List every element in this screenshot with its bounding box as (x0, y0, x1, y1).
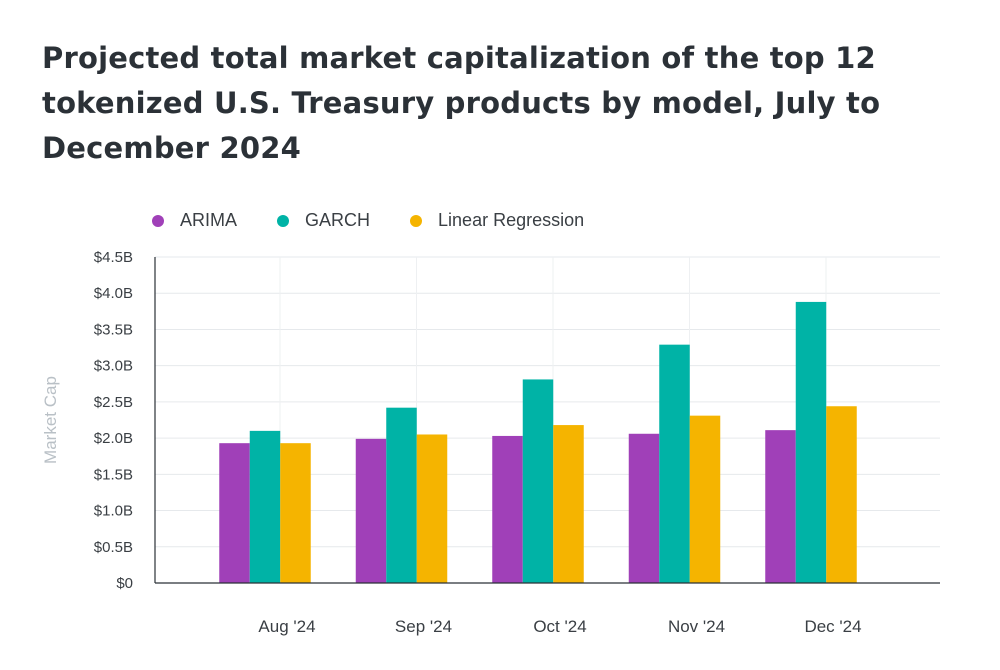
bar-layer (219, 301, 857, 583)
bar-arima[interactable] (628, 433, 660, 583)
y-tick-label: $2.5B (94, 394, 133, 411)
y-tick-label: $0.5B (94, 539, 133, 556)
y-tick-label: $4.5B (94, 249, 133, 266)
y-tick-label: $3.0B (94, 358, 133, 375)
bar-linear-regression[interactable] (826, 406, 857, 583)
legend-label-linear-regression: Linear Regression (438, 210, 585, 230)
bar-linear-regression[interactable] (553, 425, 584, 583)
bar-arima[interactable] (765, 430, 796, 583)
bar-garch[interactable] (249, 430, 281, 583)
y-tick-label: $1.5B (94, 466, 133, 483)
legend-label-garch: GARCH (305, 210, 371, 230)
legend-swatch-linear-regression (410, 214, 423, 227)
legend-label-arima: ARIMA (180, 210, 238, 230)
y-tick-label: $0 (116, 575, 133, 592)
y-tick-label: $1.0B (94, 503, 133, 520)
x-tick-label: Sep '24 (395, 617, 452, 636)
bar-linear-regression[interactable] (689, 415, 721, 583)
bar-linear-regression[interactable] (280, 443, 311, 583)
bar-arima[interactable] (492, 435, 523, 583)
y-tick-label: $3.5B (94, 321, 133, 338)
axis-layer: $0 $0.5B $1.0B $1.5B $2.0B $2.5B $3.0B $3.5B $4.… (94, 249, 940, 636)
legend-swatch-arima (152, 214, 164, 227)
y-axis-title: Market Cap (41, 376, 60, 464)
bar-garch[interactable] (386, 407, 417, 583)
legend-item-garch[interactable]: GARCH (277, 210, 370, 231)
x-tick-label: Nov '24 (668, 617, 725, 636)
legend-item-linear-regression[interactable]: Linear Regression (410, 210, 584, 231)
chart-title: Projected total market capitalization of… (42, 41, 881, 165)
bar-garch[interactable] (659, 344, 690, 583)
x-tick-label: Dec '24 (804, 617, 861, 636)
bar-arima[interactable] (219, 443, 250, 583)
bar-garch[interactable] (795, 301, 827, 583)
x-tick-label: Oct '24 (533, 617, 586, 636)
legend-item-arima[interactable]: ARIMA (152, 210, 237, 231)
y-tick-label: $4.0B (94, 285, 133, 302)
bar-linear-regression[interactable] (416, 434, 448, 583)
chart-legend: ARIMA GARCH Linear Regression (152, 210, 624, 231)
y-tick-label: $2.0B (94, 430, 133, 447)
bar-arima[interactable] (355, 438, 387, 583)
x-tick-label: Aug '24 (258, 617, 315, 636)
bar-garch[interactable] (522, 379, 554, 583)
legend-swatch-garch (277, 214, 290, 227)
